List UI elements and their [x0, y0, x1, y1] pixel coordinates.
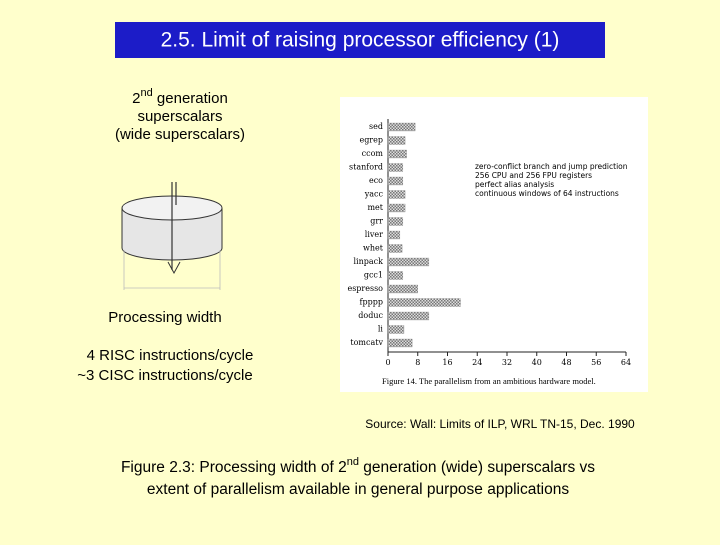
y-tick-label: yacc: [364, 190, 384, 199]
caption-1: Figure 2.3: Processing width of 2nd gene…: [121, 456, 595, 476]
bar: [387, 271, 404, 280]
chart: 0 8 16 24 32 40 48 56 64 sed egrep ccom stanford eco y…: [347, 119, 631, 386]
cylinder: [121, 182, 223, 290]
y-tick-label: grr: [370, 217, 383, 226]
bar: [387, 122, 416, 132]
bar: [387, 230, 401, 240]
x-tick-label: 56: [591, 358, 601, 367]
bar: [387, 325, 405, 334]
bar: [387, 136, 406, 145]
bar: [387, 203, 406, 213]
x-tick-label: 8: [415, 358, 420, 367]
y-tick-label: li: [378, 325, 384, 334]
caption-2: extent of parallelism available in gener…: [147, 481, 569, 498]
cap-b: generation (wide) superscalars vs: [359, 459, 595, 476]
cap-sup: nd: [347, 456, 359, 468]
gen-label2: superscalars: [137, 108, 222, 125]
bar: [387, 217, 404, 226]
annotation: continuous windows of 64 instructions: [475, 189, 619, 198]
risc-label: 4 RISC instructions/cycle: [87, 347, 254, 364]
annotation: perfect alias analysis: [475, 180, 554, 189]
y-tick-label: eco: [369, 176, 383, 185]
y-tick-label: met: [367, 203, 383, 212]
annotation: zero-conflict branch and jump prediction: [475, 162, 628, 171]
y-tick-label: sed: [369, 122, 383, 131]
annotation: 256 CPU and 256 FPU registers: [475, 171, 592, 180]
bar: [387, 244, 403, 253]
gen-label: 2nd generation: [132, 87, 228, 107]
x-tick-label: 24: [472, 358, 482, 367]
y-tick-label: egrep: [359, 136, 383, 145]
x-tick-label: 48: [561, 358, 571, 367]
y-tick-label: espresso: [347, 284, 383, 293]
bar: [387, 298, 461, 307]
y-tick-label: linpack: [354, 257, 384, 266]
cisc-label: ~3 CISC instructions/cycle: [77, 367, 252, 384]
gen-label3: (wide superscalars): [115, 126, 245, 143]
bar: [387, 284, 418, 294]
bar: [387, 257, 430, 267]
y-tick-label: doduc: [358, 311, 383, 320]
bar: [387, 176, 404, 186]
y-tick-label: fpppp: [360, 298, 383, 307]
y-tick-label: ccom: [362, 149, 384, 158]
bar: [387, 338, 413, 348]
title-box: [115, 22, 605, 58]
y-tick-label: liver: [365, 230, 383, 239]
gen-sup: nd: [141, 87, 153, 99]
x-tick-label: 40: [532, 358, 542, 367]
bar: [387, 149, 407, 159]
x-tick-label: 64: [621, 358, 631, 367]
y-tick-label: gcc1: [364, 271, 383, 280]
bar: [387, 163, 404, 172]
y-tick-label: whet: [363, 244, 384, 253]
figure-caption: Figure 14. The parallelism from an ambit…: [382, 376, 596, 386]
x-tick-label: 16: [442, 358, 452, 367]
gen-text: generation: [153, 90, 228, 107]
bar: [387, 311, 430, 321]
width-label: Processing width: [108, 309, 221, 326]
y-tick-label: tomcatv: [350, 338, 383, 347]
slide-title: 2.5. Limit of raising processor efficien…: [161, 29, 560, 52]
y-tick-label: stanford: [349, 163, 383, 172]
x-tick-label: 32: [502, 358, 512, 367]
source: Source: Wall: Limits of ILP, WRL TN-15, …: [365, 417, 635, 431]
x-tick-label: 0: [385, 358, 390, 367]
figure-panel: [340, 97, 648, 392]
bar: [387, 190, 406, 199]
cap-a: Figure 2.3: Processing width of 2: [121, 459, 347, 476]
gen-num: 2: [132, 90, 140, 107]
